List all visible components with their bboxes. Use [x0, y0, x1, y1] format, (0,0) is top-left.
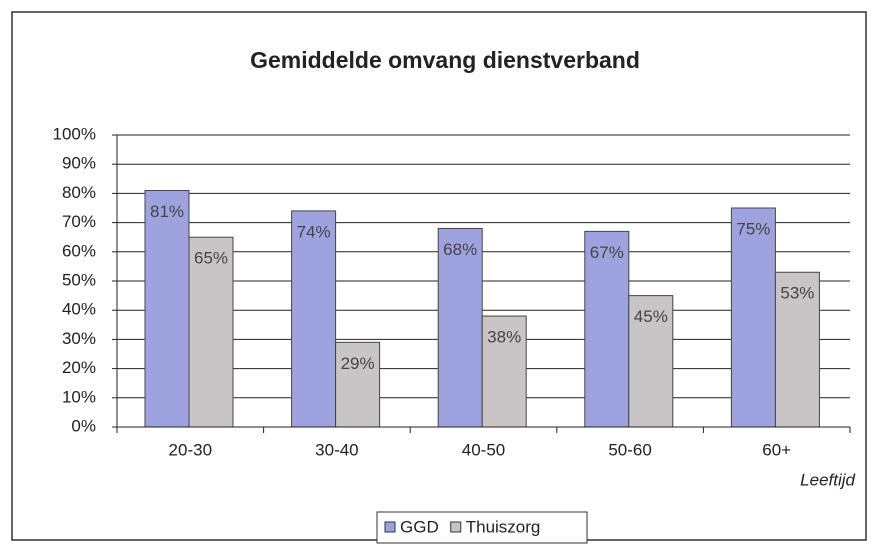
legend-swatch	[450, 521, 462, 533]
x-axis-label: Leeftijd	[800, 470, 855, 489]
value-label: 75%	[736, 219, 770, 238]
bar	[774, 271, 820, 428]
y-tick-label: 10%	[62, 387, 96, 406]
y-tick-label: 0%	[71, 416, 96, 435]
y-tick-label: 80%	[62, 183, 96, 202]
y-tick-label: 30%	[62, 329, 96, 348]
y-tick-label: 40%	[62, 300, 96, 319]
x-tick-label: 50-60	[608, 440, 651, 459]
legend-label: Thuiszorg	[466, 517, 541, 536]
x-tick-label: 30-40	[315, 440, 358, 459]
value-label: 81%	[150, 202, 184, 221]
bar	[335, 341, 381, 428]
y-tick-label: 50%	[62, 270, 96, 289]
bar	[730, 207, 776, 428]
legend-swatch	[384, 521, 396, 533]
value-label: 65%	[194, 249, 228, 268]
value-label: 29%	[341, 354, 375, 373]
y-tick-label: 70%	[62, 212, 96, 231]
x-tick-label: 40-50	[462, 440, 505, 459]
y-tick-label: 100%	[53, 124, 96, 143]
value-label: 38%	[487, 328, 521, 347]
value-label: 67%	[590, 243, 624, 262]
value-label: 53%	[780, 284, 814, 303]
bar	[291, 210, 337, 428]
legend-label: GGD	[400, 517, 439, 536]
y-tick-label: 20%	[62, 358, 96, 377]
bar	[144, 189, 190, 428]
legend-box	[376, 511, 588, 544]
x-tick-label: 20-30	[169, 440, 212, 459]
value-label: 74%	[297, 222, 331, 241]
chart-title: Gemiddelde omvang dienstverband	[250, 47, 640, 73]
x-tick-label: 60+	[762, 440, 791, 459]
y-tick-label: 90%	[62, 154, 96, 173]
value-label: 68%	[443, 240, 477, 259]
bar	[584, 230, 630, 428]
bar	[628, 295, 674, 428]
value-label: 45%	[634, 307, 668, 326]
bar	[188, 236, 234, 428]
bar	[481, 315, 527, 428]
y-tick-label: 60%	[62, 241, 96, 260]
